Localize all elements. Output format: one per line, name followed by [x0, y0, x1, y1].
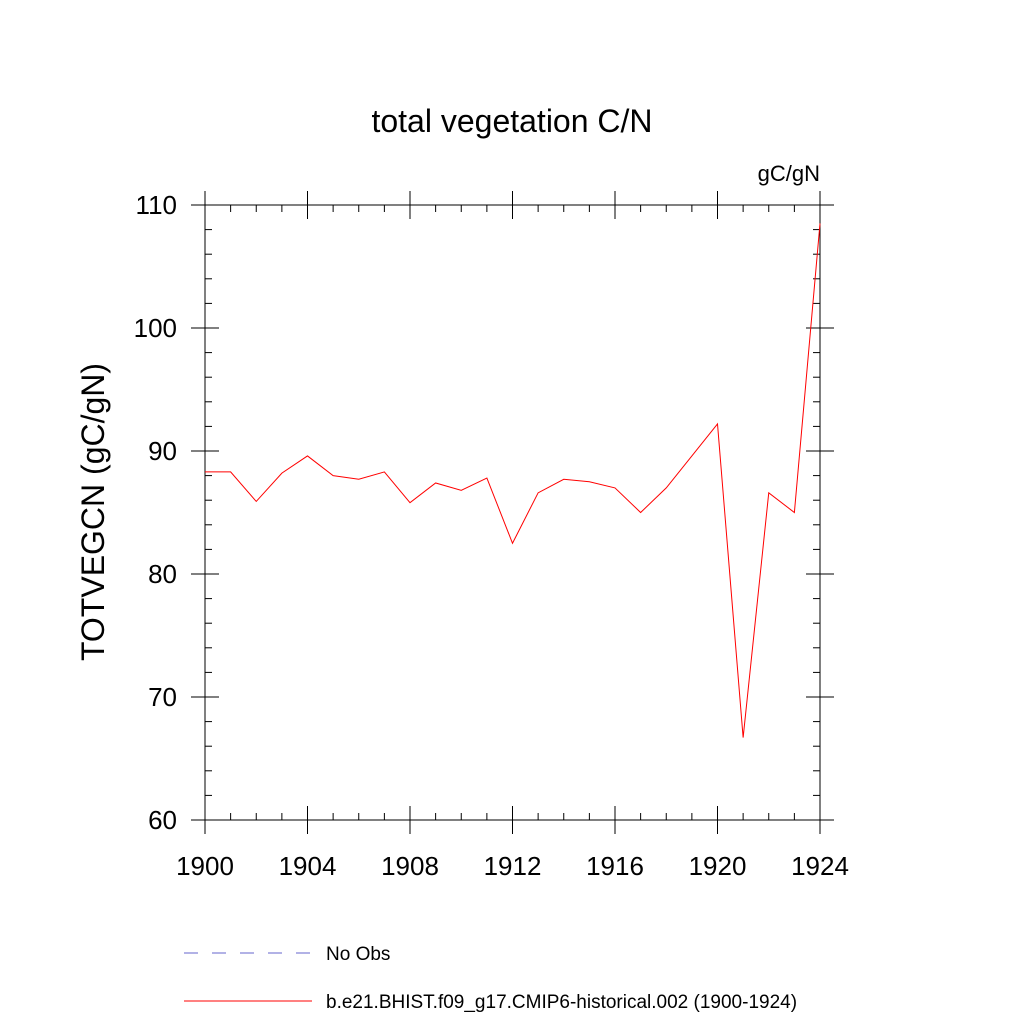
- series-layer: [205, 223, 821, 738]
- axis-ticks: [191, 191, 834, 834]
- units-label: gC/gN: [758, 161, 820, 186]
- x-tick-label: 1904: [279, 851, 337, 881]
- x-tick-label: 1916: [586, 851, 644, 881]
- y-tick-label: 100: [134, 313, 177, 343]
- x-tick-label: 1924: [791, 851, 849, 881]
- x-tick-label: 1908: [381, 851, 439, 881]
- axis-tick-labels: 1900 1904 1908 1912 1916 1920 1924 60 70 80 90 100 1…: [134, 190, 849, 881]
- x-tick-label: 1920: [689, 851, 747, 881]
- y-tick-label: 110: [136, 190, 177, 220]
- y-tick-label: 70: [148, 682, 177, 712]
- y-tick-label: 60: [148, 805, 177, 835]
- y-tick-label: 90: [148, 436, 177, 466]
- legend-label: No Obs: [326, 944, 390, 965]
- y-tick-label: 80: [148, 559, 177, 589]
- x-tick-label: 1900: [176, 851, 234, 881]
- legend: No Obs b.e21.BHIST.f09_g17.CMIP6-historic…: [184, 944, 797, 1013]
- plot-frame: [204, 204, 821, 821]
- x-tick-label: 1912: [484, 851, 542, 881]
- legend-label: b.e21.BHIST.f09_g17.CMIP6-historical.002…: [326, 992, 797, 1013]
- y-axis-label: TOTVEGCN (gC/gN): [75, 363, 111, 661]
- series-line: [205, 223, 821, 738]
- chart-title: total vegetation C/N: [371, 103, 652, 139]
